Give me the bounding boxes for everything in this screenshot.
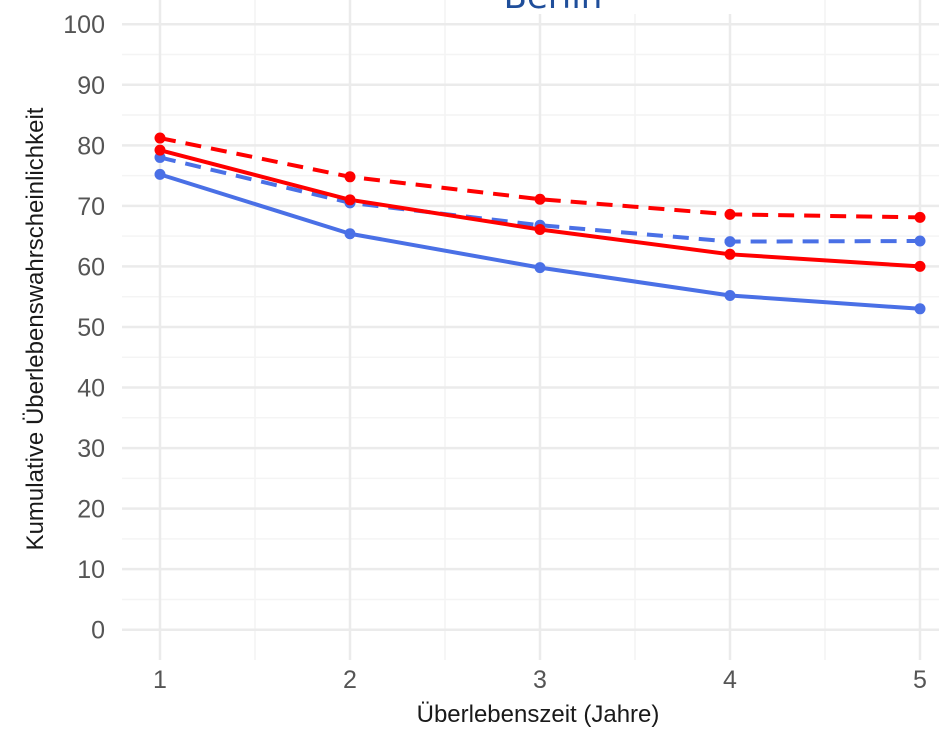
data-point-series-0-dashed [724,208,736,220]
y-tick-label: 100 [63,11,105,39]
series-line-0-dashed [159,136,921,220]
data-point-series-3-solid [914,303,926,315]
y-tick-label: 10 [77,556,105,584]
x-axis-title: Überlebenszeit (Jahre) [417,701,660,728]
data-point-series-0-dashed [344,171,356,183]
data-point-series-0-dashed [534,193,546,205]
y-tick-label: 20 [77,496,105,524]
y-tick-label: 50 [77,314,105,342]
series-points [154,132,926,315]
chart-title-background [475,0,787,14]
y-tick-label: 60 [77,253,105,281]
x-tick-label: 1 [153,666,167,694]
data-point-series-3-solid [534,262,546,274]
chart-title: Berlin [504,0,603,17]
y-tick-label: 40 [77,375,105,403]
x-tick-label: 2 [343,666,357,694]
y-tick-label: 0 [91,617,105,645]
series-line-1-dashed [159,155,921,244]
x-tick-label: 3 [533,666,547,694]
x-tick-label: 5 [913,666,927,694]
y-tick-label: 90 [77,72,105,100]
data-point-series-3-solid [344,228,356,240]
data-point-series-2-solid [534,223,546,235]
data-point-series-2-solid [724,248,736,260]
data-point-series-3-solid [154,168,166,180]
data-point-series-0-dashed [914,211,926,223]
data-point-series-2-solid [914,260,926,272]
data-point-series-1-dashed [914,235,926,247]
data-point-series-2-solid [154,144,166,156]
y-axis-title: Kumulative Überlebenswahrscheinlichkeit [22,107,49,550]
grid [122,0,939,660]
data-point-series-3-solid [724,289,736,301]
data-point-series-1-dashed [724,236,736,248]
y-tick-label: 80 [77,132,105,160]
data-point-series-0-dashed [154,132,166,144]
tick-labels: 0 10 20 30 40 50 60 70 80 90 100 1 2 3 4 5 [63,11,927,694]
data-point-series-2-solid [344,194,356,206]
y-tick-label: 30 [77,435,105,463]
y-tick-label: 70 [77,193,105,221]
x-tick-label: 4 [723,666,737,694]
